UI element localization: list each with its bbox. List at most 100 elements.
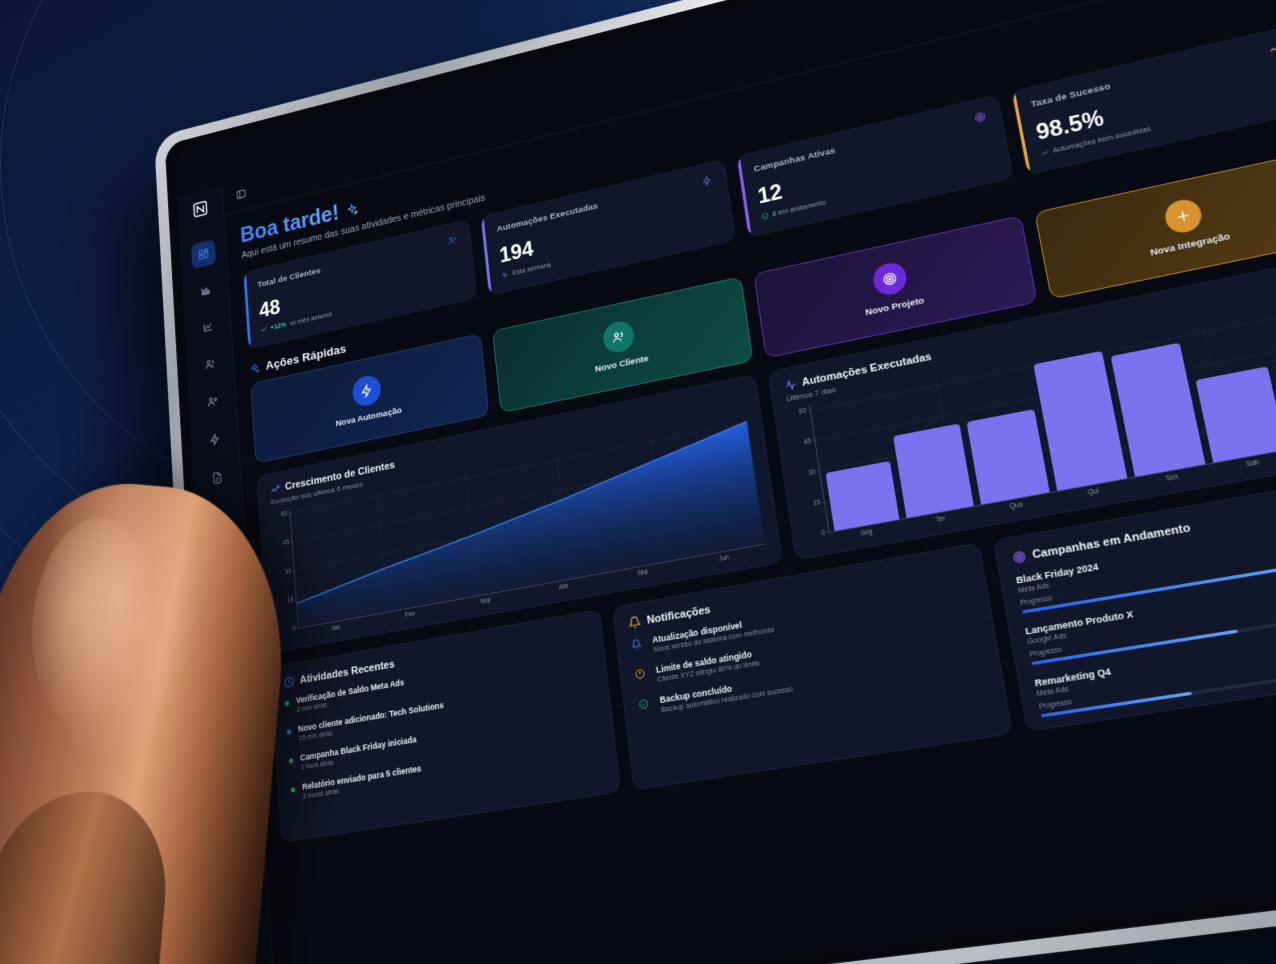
- trend-up-icon: [270, 483, 281, 496]
- x-tick: Sab: [1245, 458, 1260, 469]
- y-tick: 60: [798, 407, 807, 416]
- stat-label: Taxa de Sucesso: [1030, 81, 1112, 110]
- notification-title: Atualização disponível: [651, 619, 743, 645]
- panel-title: Campanhas em Andamento: [1031, 521, 1192, 561]
- y-tick: 30: [284, 567, 292, 576]
- target-icon: [871, 259, 910, 298]
- status-dot: [284, 700, 290, 707]
- sidebar-item-clients[interactable]: [197, 349, 223, 380]
- campaign-item[interactable]: Remarketing Q4 Meta Ads Progresso: [1034, 618, 1276, 718]
- y-tick: 0: [820, 528, 826, 537]
- stat-label: Total de Clientes: [257, 266, 321, 290]
- notification-item[interactable]: Backup concluído Backup automático reali…: [638, 643, 984, 717]
- panel-title: Notificações: [646, 603, 712, 627]
- y-tick: 15: [286, 596, 294, 605]
- y-tick: 60: [280, 510, 288, 518]
- panel-client-growth: Crescimento de Clientes Evolução nos últ…: [256, 374, 783, 654]
- target-icon: [973, 110, 987, 124]
- panel-title: Automações Executadas: [801, 351, 933, 389]
- tablet-device: Boa tarde! Aqui está um resumo das suas …: [154, 0, 1276, 964]
- sidebar-item-dashboard[interactable]: [190, 239, 216, 270]
- bar: [1196, 366, 1276, 463]
- quick-action-label: Nova Automação: [335, 405, 403, 430]
- progress-track: [1040, 655, 1276, 718]
- progress-label: Progresso: [1038, 698, 1073, 712]
- check-circle-icon: [638, 697, 652, 710]
- app-screen: Boa tarde! Aqui está um resumo das suas …: [174, 0, 1276, 964]
- stat-delta: Automações bem-sucedidas: [1040, 92, 1276, 158]
- sidebar-item-analytics[interactable]: [195, 312, 221, 343]
- bar-series: [809, 299, 1276, 532]
- notification-item[interactable]: Atualização disponível Nova versão do si…: [631, 581, 973, 658]
- x-tick: Sex: [1165, 473, 1180, 483]
- stat-value: 98.5%: [1034, 105, 1106, 145]
- campaign-platform: Google Ads: [1026, 632, 1068, 647]
- notification-item[interactable]: Limite de saldo atingido Cliente XYZ ati…: [634, 612, 978, 687]
- panel-notifications: Notificações Atualização disponível Nova…: [612, 542, 1013, 791]
- notification-title: Backup concluído: [659, 683, 733, 706]
- bell-icon: [628, 615, 642, 630]
- progress-label: Progresso: [1019, 594, 1053, 608]
- lightning-icon: [351, 373, 382, 409]
- sparkle-icon: [249, 362, 260, 375]
- stat-delta-text: Automações bem-sucedidas: [1051, 124, 1152, 155]
- quick-action-label: Novo Projeto: [864, 295, 926, 319]
- quick-action-label: Nova Integração: [1149, 231, 1232, 259]
- notification-desc: Backup automático realizado com sucesso: [660, 686, 794, 715]
- panel-icon[interactable]: [236, 187, 247, 204]
- y-tick: 45: [282, 538, 290, 547]
- app-logo[interactable]: [186, 192, 214, 226]
- plot-area: [809, 298, 1276, 533]
- trend-up-icon: [1268, 41, 1276, 55]
- activity-icon: [784, 378, 797, 392]
- progress-label: Progresso: [1029, 646, 1063, 659]
- users-icon: [601, 318, 636, 356]
- notification-title: Limite de saldo atingido: [655, 649, 753, 675]
- clock-icon: [283, 675, 295, 689]
- bell-icon: [631, 638, 645, 651]
- progress-fill: [1030, 629, 1239, 666]
- plus-sparkle-icon: [1162, 196, 1205, 236]
- x-tick: Seg: [860, 528, 874, 538]
- panel-campaigns: Campanhas em Andamento Abrir Black Frida…: [992, 468, 1276, 732]
- quick-action-novo-projeto[interactable]: Novo Projeto: [752, 215, 1038, 359]
- bar: [1110, 342, 1206, 477]
- campaign-name: Remarketing Q4: [1033, 666, 1112, 689]
- bar: [966, 409, 1050, 505]
- campaign-name: Lançamento Produto X: [1024, 608, 1135, 637]
- target-icon: [1011, 549, 1027, 565]
- y-tick: 30: [807, 468, 817, 477]
- sidebar-item-reports[interactable]: [193, 275, 218, 305]
- campaign-platform: Meta Ads: [1017, 582, 1051, 595]
- sidebar-item-documents[interactable]: [204, 462, 230, 493]
- notification-desc: Nova versão do sistema com melhorias: [653, 626, 775, 654]
- x-tick: Qua: [1009, 501, 1024, 511]
- quick-action-nova-integracao[interactable]: Nova Integração: [1033, 148, 1276, 300]
- campaign-platform: Meta Ads: [1036, 685, 1070, 699]
- users-icon: [447, 234, 458, 247]
- x-tick: Qui: [1087, 487, 1100, 497]
- campaign-item[interactable]: Black Friday 2024 Meta Ads Progresso: [1015, 511, 1276, 614]
- quick-action-label: Novo Cliente: [594, 353, 650, 375]
- campaign-item[interactable]: Lançamento Produto X Google Ads Progress…: [1024, 564, 1276, 666]
- line-chart: 60 45 30 15 0: [271, 417, 765, 633]
- progress-fill: [1040, 691, 1192, 718]
- y-tick: 0: [291, 624, 296, 632]
- notification-desc: Cliente XYZ atingiu 80% do limite: [656, 660, 761, 684]
- sidebar-item-automations[interactable]: [201, 424, 227, 455]
- progress-track: [1021, 547, 1276, 614]
- bar: [893, 423, 974, 518]
- sparkle-icon: [345, 202, 358, 217]
- y-axis: 60 45 30 15 0: [787, 404, 830, 537]
- lightning-icon: [700, 175, 713, 188]
- x-tick: Jun: [718, 554, 730, 563]
- stat-delta-value: +12%: [270, 320, 287, 332]
- sidebar-item-accounts[interactable]: [199, 386, 225, 417]
- status-dot: [290, 787, 296, 793]
- progress-track: [1030, 601, 1276, 666]
- y-tick: 15: [812, 499, 821, 508]
- campaign-name: Black Friday 2024: [1015, 561, 1100, 586]
- status-dot: [288, 758, 294, 764]
- progress-fill: [1021, 562, 1276, 614]
- bar-chart: 60 45 30 15 0: [787, 298, 1276, 537]
